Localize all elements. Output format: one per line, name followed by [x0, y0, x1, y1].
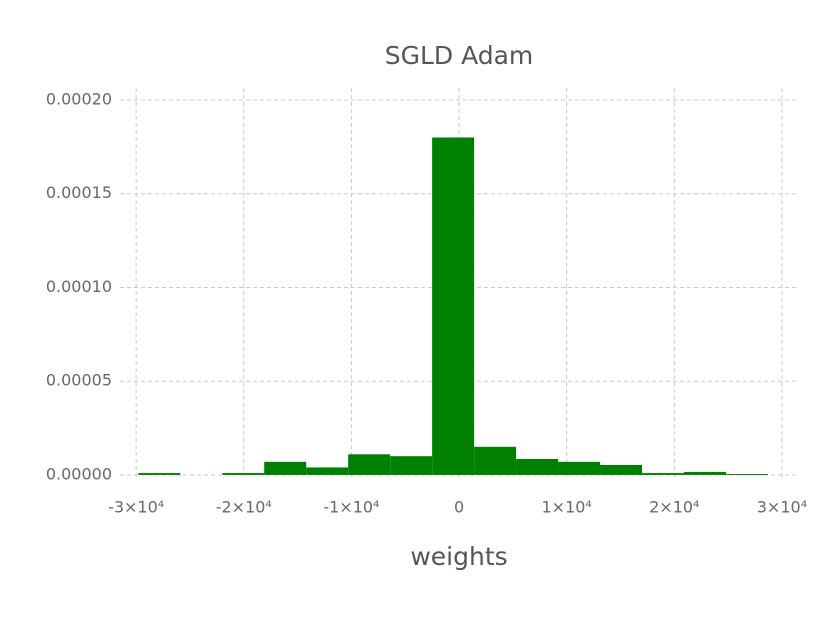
bar [558, 461, 601, 475]
bar [432, 137, 475, 475]
x-tick-label: 0 [454, 498, 464, 517]
y-tick-label: 0.00015 [46, 183, 112, 202]
bar [642, 473, 684, 475]
bar [390, 456, 433, 475]
bar [264, 461, 307, 475]
x-tick-label: -3×10⁴ [108, 498, 164, 517]
bar [138, 473, 181, 475]
bar [683, 471, 726, 475]
x-tick-label: -1×10⁴ [323, 498, 379, 517]
bar [600, 465, 643, 475]
x-tick-label: 1×10⁴ [541, 498, 591, 517]
bar [306, 467, 349, 475]
x-axis-label: weights [410, 542, 507, 571]
y-tick-label: 0.00000 [46, 464, 112, 483]
bar [725, 474, 768, 475]
x-tick-label: 2×10⁴ [649, 498, 699, 517]
y-tick-label: 0.00010 [46, 277, 112, 296]
x-tick-label: -2×10⁴ [216, 498, 272, 517]
bar [222, 473, 265, 475]
bar [474, 446, 517, 475]
y-tick-label: 0.00020 [46, 89, 112, 108]
y-tick-label: 0.00005 [46, 371, 112, 390]
chart-title: SGLD Adam [385, 41, 534, 70]
bar [348, 454, 391, 475]
bar [516, 459, 559, 475]
x-tick-label: 3×10⁴ [757, 498, 807, 517]
